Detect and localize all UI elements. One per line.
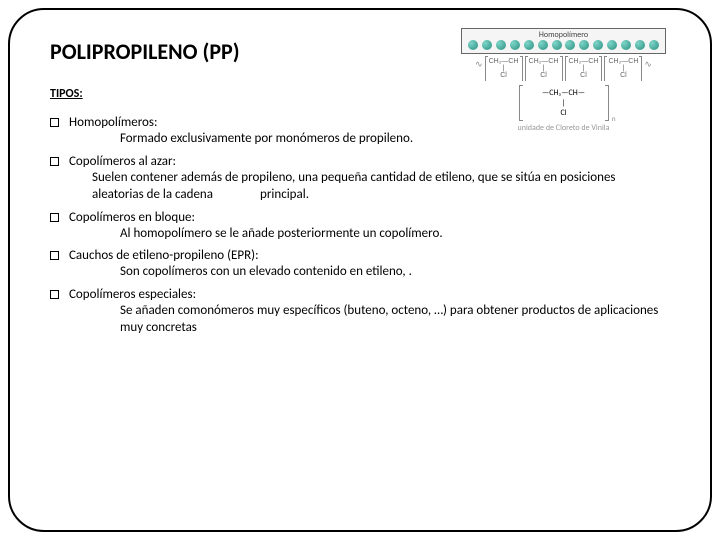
bullet-square-icon [50,290,59,299]
list-item: Cauchos de etileno-propileno (EPR):Son c… [50,248,670,281]
polymer-diagram: Homopolímero ∿ CH₂—CH|Cl CH₂—CH|Cl CH₂—C… [461,28,666,133]
item-head-text: Copolímeros especiales: [69,287,196,302]
item-head-text: Copolímeros en bloque: [69,210,195,225]
item-head-text: Copolímeros al azar: [69,154,176,169]
item-head-text: Cauchos de etileno-propileno (EPR): [69,248,259,263]
slide-frame: POLIPROPILENO (PP) Homopolímero ∿ CH₂—CH… [8,8,712,532]
formula-row: ∿ CH₂—CH|Cl CH₂—CH|Cl CH₂—CH|Cl CH₂—CH|C… [461,56,666,81]
bullet-square-icon [50,251,59,260]
polymer-beads [468,40,659,50]
list-item: Copolímeros al azar:Suelen contener adem… [50,154,670,204]
item-head-text: Homopolímeros: [69,115,157,130]
bullet-square-icon [50,118,59,127]
chain-label: Homopolímero [462,30,665,40]
list-item: Copolímeros en bloque:Al homopolímero se… [50,210,670,243]
item-body: Son copolímeros con un elevado contenido… [50,263,670,281]
item-head: Copolímeros al azar: [50,154,670,169]
bullet-square-icon [50,213,59,222]
repeat-unit: —CH₂—CH—|Cl n [519,85,609,121]
item-head: Copolímeros especiales: [50,287,670,302]
polymer-chain-box: Homopolímero [461,28,666,54]
item-head: Cauchos de etileno-propileno (EPR): [50,248,670,263]
bullet-square-icon [50,157,59,166]
item-body: Al homopolímero se le añade posteriormen… [50,225,670,243]
items-list: Homopolímeros:Formado exclusivamente por… [50,115,670,337]
list-item: Copolímeros especiales:Se añaden comonóm… [50,287,670,337]
diagram-caption: unidade de Cloreto de Vinila [461,123,666,133]
item-body: Se añaden comonómeros muy específicos (b… [50,302,670,337]
item-head: Copolímeros en bloque: [50,210,670,225]
item-body: Suelen contener además de propileno, una… [50,169,670,204]
